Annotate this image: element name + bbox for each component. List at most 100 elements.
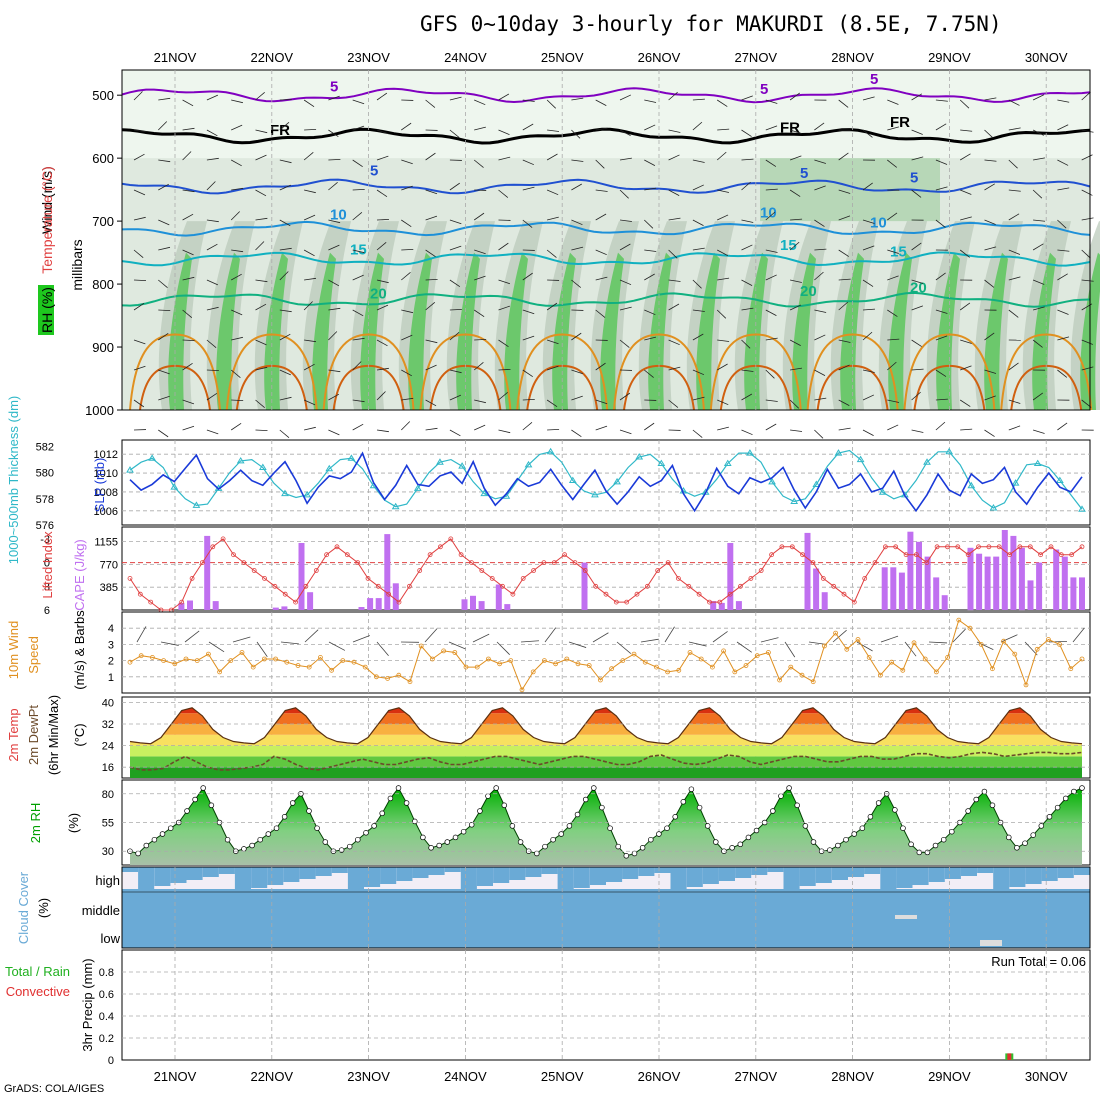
wind-barb bbox=[862, 369, 875, 373]
wind-barb bbox=[1032, 306, 1045, 311]
wind-barb bbox=[838, 249, 849, 257]
wind-barb bbox=[887, 309, 898, 317]
cloud-high-bar bbox=[831, 867, 848, 880]
wind-barb bbox=[231, 273, 242, 281]
wind-barb bbox=[960, 216, 972, 221]
thickness-point bbox=[723, 459, 732, 467]
wind-barb bbox=[765, 337, 778, 341]
rh-point bbox=[363, 830, 369, 836]
wind-barb-10m bbox=[832, 629, 847, 643]
wind-barb bbox=[546, 189, 559, 196]
rh-point bbox=[745, 834, 752, 841]
precip-axis-label: 3hr Precip (mm) bbox=[80, 958, 95, 1051]
wind-barb bbox=[474, 399, 486, 404]
isotherm-label: 15 bbox=[890, 243, 907, 260]
wind-barb bbox=[231, 249, 244, 253]
cloud-mid-low bbox=[122, 889, 1090, 948]
wind-barb bbox=[619, 243, 631, 251]
wind-barb bbox=[376, 241, 387, 251]
cape-bar bbox=[1061, 556, 1068, 610]
rh-point bbox=[1038, 823, 1045, 829]
wind-speed-point bbox=[1012, 651, 1018, 657]
li-point bbox=[645, 583, 650, 589]
temp-tick-label: 24 bbox=[102, 741, 114, 753]
rh-fill-70 bbox=[264, 252, 288, 410]
cloud-high-bar bbox=[767, 867, 784, 872]
wind-barb bbox=[352, 249, 365, 254]
cloud-layer-label: low bbox=[100, 931, 120, 946]
temp-line bbox=[129, 707, 1083, 745]
rh-point bbox=[249, 842, 255, 849]
rh-point bbox=[306, 808, 312, 814]
wind-speed-point bbox=[631, 651, 637, 657]
wind-barb bbox=[668, 129, 681, 133]
upper-air-frame bbox=[121, 69, 1091, 411]
rh-fill-70 bbox=[936, 252, 960, 410]
page-title: GFS 0~10day 3-hourly for MAKURDI (8.5E, … bbox=[420, 12, 1002, 36]
cloud-high-bar bbox=[1073, 867, 1090, 875]
wind-speed-point bbox=[598, 677, 603, 683]
cape-bar bbox=[204, 535, 211, 610]
wind-speed-point bbox=[620, 658, 626, 663]
li-point bbox=[851, 599, 857, 605]
wind-barb-10m bbox=[952, 628, 966, 643]
rh-point bbox=[1079, 785, 1085, 791]
li-point bbox=[655, 568, 661, 573]
wind-barb bbox=[522, 123, 534, 131]
cape-bar bbox=[178, 602, 185, 610]
wind-barb bbox=[1008, 159, 1018, 169]
cloud-high-bar bbox=[928, 867, 945, 882]
rh-point bbox=[827, 847, 833, 853]
thickness-point bbox=[568, 476, 577, 484]
wind-barb bbox=[644, 336, 657, 341]
wind-barb bbox=[376, 218, 390, 221]
cloud-gap bbox=[895, 915, 917, 919]
wind-barb bbox=[911, 129, 923, 135]
wind-barb bbox=[206, 306, 219, 311]
wind-barb bbox=[571, 332, 582, 341]
rh-point bbox=[322, 839, 329, 845]
li-point bbox=[344, 552, 350, 558]
li-point bbox=[334, 544, 340, 550]
wind-barb bbox=[765, 309, 777, 316]
cloud-high-bar bbox=[476, 867, 493, 886]
wind-barb bbox=[619, 279, 632, 286]
wind-barb bbox=[303, 99, 315, 108]
wind-barb bbox=[692, 396, 705, 401]
wind-speed-point bbox=[497, 661, 503, 667]
cloud-high-bar bbox=[541, 867, 558, 874]
wind-barb bbox=[741, 95, 753, 101]
wind-barb-10m bbox=[784, 641, 796, 658]
wind-barb-10m bbox=[1072, 627, 1085, 643]
wind-barb bbox=[401, 248, 414, 251]
wind-barb bbox=[279, 369, 291, 376]
wind-barb bbox=[449, 279, 461, 288]
wind-barb bbox=[619, 219, 632, 222]
wind-barb bbox=[619, 392, 631, 401]
cape-bar bbox=[358, 607, 365, 610]
cape-bar bbox=[1001, 530, 1008, 610]
wind-barb bbox=[547, 129, 560, 132]
wind-barb bbox=[644, 159, 656, 166]
wind-barb bbox=[158, 219, 170, 226]
thickness-point bbox=[657, 459, 666, 467]
rh-point bbox=[566, 823, 573, 829]
thickness-point bbox=[480, 489, 489, 497]
wind-axis-label: Wind (m/s) bbox=[39, 166, 55, 234]
wind-barb bbox=[498, 368, 511, 371]
wind-barb bbox=[935, 186, 948, 191]
isotherm-25 bbox=[1000, 333, 1093, 411]
li-point bbox=[148, 599, 154, 605]
wind-barb bbox=[814, 219, 825, 227]
wind-barb bbox=[692, 159, 705, 163]
cape-bar bbox=[1053, 549, 1060, 610]
wind-barb bbox=[498, 242, 509, 251]
wind-barb-10m bbox=[712, 631, 728, 643]
wind-barb-10m bbox=[472, 633, 490, 643]
cloud-high-bar bbox=[799, 867, 816, 886]
rh-fill-70 bbox=[600, 252, 624, 410]
wind-barb bbox=[231, 336, 243, 341]
li-point bbox=[365, 576, 371, 581]
wind-speed-point bbox=[385, 676, 391, 681]
wind-barb bbox=[352, 309, 364, 317]
